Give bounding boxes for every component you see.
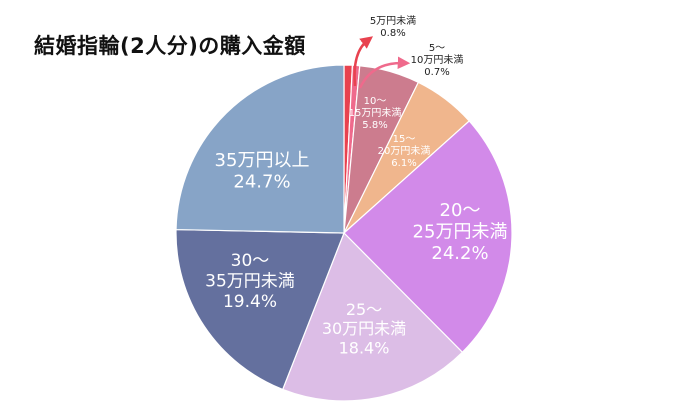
slice-category-label: 10〜 — [364, 96, 387, 107]
pie-slice — [343, 120, 513, 354]
slice-category-label: 15〜 — [393, 134, 416, 145]
slice-label: 15〜 20万円未満 6.1% — [378, 134, 431, 169]
slice-category-label: 35万円以上 — [215, 150, 310, 171]
slice-label: 20〜 25万円未満 24.2% — [413, 200, 508, 264]
slice-category-label: 25〜 — [346, 300, 382, 319]
callout-arrow — [358, 56, 411, 89]
slice-category-label: 30〜 — [231, 251, 270, 271]
slice-category-label: 15万円未満 — [349, 107, 402, 119]
slice-category-label: 25万円未満 — [413, 222, 508, 243]
slice-category-label: 35万円未満 — [205, 271, 295, 291]
slice-label: 25〜 30万円未満 18.4% — [322, 300, 406, 357]
slice-value-label: 24.7% — [233, 172, 290, 193]
slice-category-label: 5〜 — [429, 43, 445, 54]
pie-slice — [175, 64, 345, 234]
callout-arrow — [353, 36, 373, 87]
slice-value-label: 24.2% — [431, 243, 488, 264]
slice-label: 5〜 10万円未満 0.7% — [411, 43, 464, 78]
slice-category-label: 30万円未満 — [322, 319, 406, 338]
slice-category-label: 20〜 — [440, 200, 481, 221]
slice-category-label: 10万円未満 — [411, 54, 464, 66]
slice-value-label: 0.7% — [424, 67, 449, 78]
slice-value-label: 19.4% — [223, 292, 277, 312]
slice-label: 5万円未満 0.8% — [370, 15, 416, 39]
chart-title: 結婚指輪(2人分)の購入金額 — [34, 34, 306, 58]
slice-label: 10〜 15万円未満 5.8% — [349, 96, 402, 131]
slice-category-label: 5万円未満 — [370, 15, 416, 27]
slice-value-label: 5.8% — [362, 120, 387, 131]
slice-label: 35万円以上 24.7% — [215, 150, 310, 193]
slice-value-label: 0.8% — [380, 28, 405, 39]
pie-slice — [175, 228, 345, 391]
slice-category-label: 20万円未満 — [378, 145, 431, 157]
slice-value-label: 6.1% — [391, 158, 416, 169]
slice-label: 30〜 35万円未満 19.4% — [205, 251, 295, 312]
slice-value-label: 18.4% — [339, 338, 390, 357]
